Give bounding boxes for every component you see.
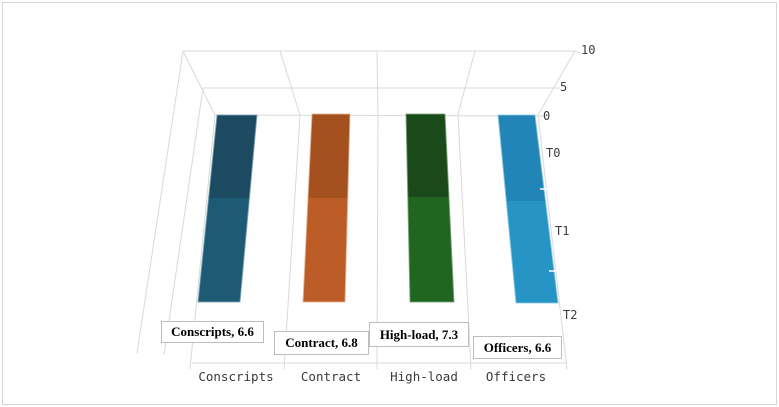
bar-contract-upper[interactable]: [308, 114, 350, 198]
data-label-officers[interactable]: Officers, 6.6: [473, 336, 562, 359]
bar-conscripts-upper[interactable]: [208, 115, 257, 198]
sidewall-line-10: [136, 50, 184, 354]
gridlines: [136, 50, 583, 370]
value-tick-label-10[interactable]: 10: [581, 43, 595, 57]
bar-conscripts[interactable]: [197, 114, 258, 303]
depth-tick-label-t1[interactable]: T1: [555, 224, 569, 238]
data-label-officers-text: Officers, 6.6: [483, 339, 552, 355]
bar-high-load[interactable]: [405, 113, 455, 303]
data-label-contract[interactable]: Contract, 6.8: [274, 331, 369, 355]
floor-right-edge: [537, 114, 568, 370]
bar-contract-edge: [302, 113, 351, 303]
depth-axis-ticks: [540, 188, 557, 272]
data-label-high-load[interactable]: High-load, 7.3: [369, 322, 469, 347]
category-label-high-load[interactable]: High-load: [390, 369, 458, 384]
bar-high-load-lower[interactable]: [407, 197, 454, 302]
bar-conscripts-lower[interactable]: [198, 198, 250, 302]
bar-officers-lower[interactable]: [506, 201, 558, 303]
wall-separator-3: [457, 50, 476, 115]
bar-conscripts-edge: [197, 114, 258, 303]
category-label-contract[interactable]: Contract: [301, 369, 361, 384]
floor-separator-1: [283, 114, 301, 370]
value-tick-label-0[interactable]: 0: [543, 109, 550, 123]
depth-tick-label-t2[interactable]: T2: [563, 308, 577, 322]
value-tick-label-5[interactable]: 5: [560, 80, 567, 94]
bar-officers-edge: [497, 114, 559, 304]
category-label-officers[interactable]: Officers: [486, 369, 546, 384]
data-label-high-load-text: High-load, 7.3: [379, 326, 459, 342]
data-label-conscripts[interactable]: Conscripts, 6.6: [161, 321, 264, 343]
wall-separator-1: [279, 50, 301, 116]
bar-high-load-upper[interactable]: [406, 114, 449, 197]
bar-contract[interactable]: [302, 113, 351, 303]
wall-separator-2: [376, 50, 379, 116]
sidewall-line-5: [163, 87, 204, 356]
data-label-contract-text: Contract, 6.8: [285, 335, 358, 350]
bar-officers[interactable]: [497, 114, 559, 304]
bar-high-load-edge: [405, 113, 455, 303]
depth-tick-label-t0[interactable]: T0: [546, 146, 560, 160]
category-label-conscripts[interactable]: Conscripts: [198, 369, 273, 384]
gridline-value-0: [214, 114, 547, 117]
tick-value-10: [574, 50, 583, 55]
wall-right-edge: [537, 50, 576, 116]
bar-officers-upper[interactable]: [498, 115, 546, 201]
bar-contract-lower[interactable]: [303, 198, 348, 302]
bars: [197, 113, 559, 304]
data-label-conscripts-text: Conscripts, 6.6: [171, 324, 254, 339]
wall-left-edge: [182, 50, 216, 116]
